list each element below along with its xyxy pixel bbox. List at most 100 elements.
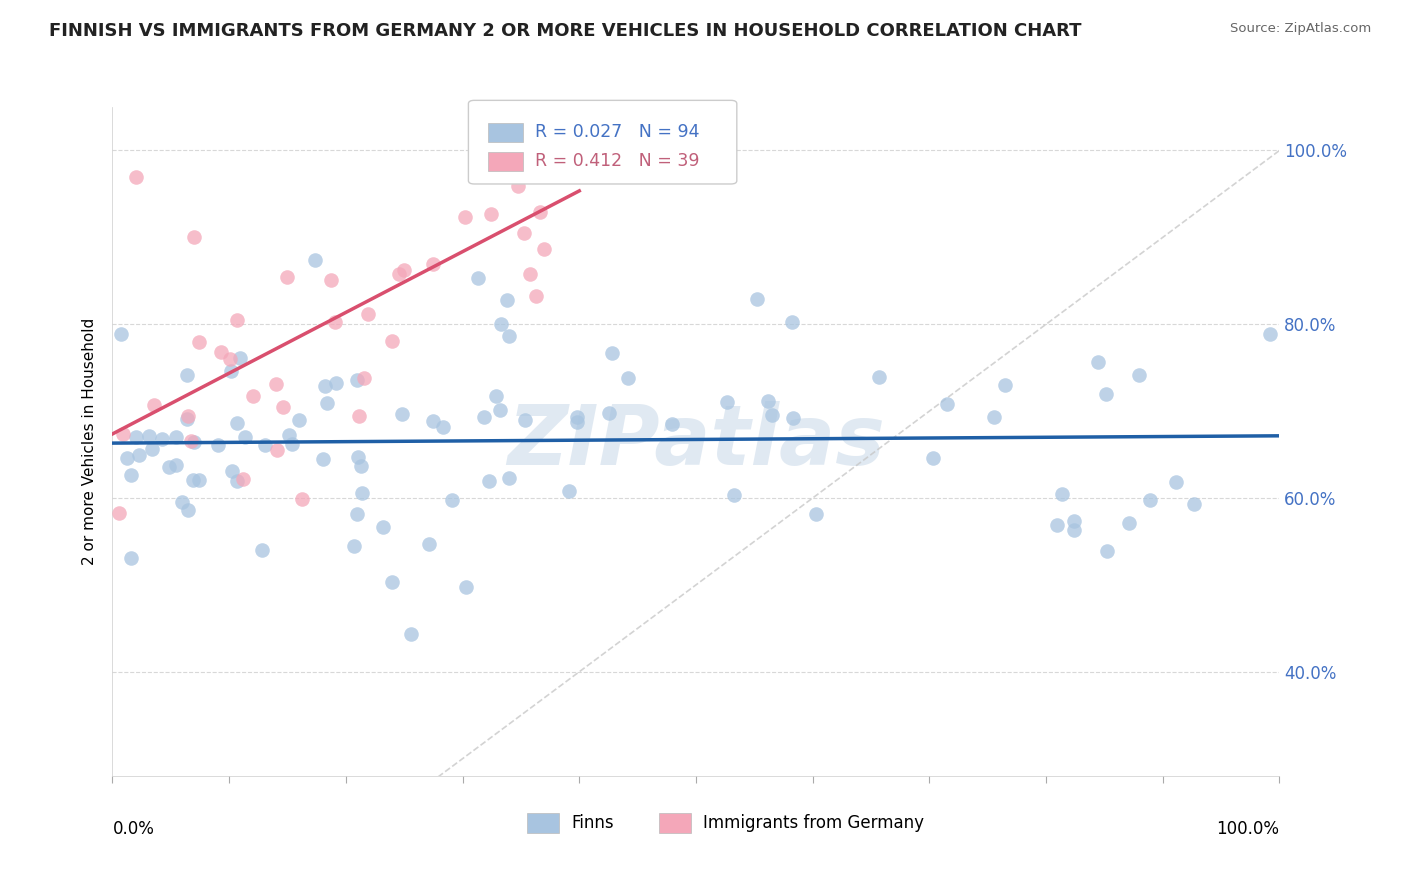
Text: FINNISH VS IMMIGRANTS FROM GERMANY 2 OR MORE VEHICLES IN HOUSEHOLD CORRELATION C: FINNISH VS IMMIGRANTS FROM GERMANY 2 OR … (49, 22, 1081, 40)
Point (176, 409, 198, 423)
Point (508, 179, 530, 194)
Point (558, 484, 581, 499)
Point (183, 435, 205, 450)
Point (422, 257, 444, 271)
Point (125, 430, 148, 444)
Point (983, 409, 1005, 424)
Point (120, 467, 142, 482)
Point (723, 488, 745, 502)
Point (489, 317, 512, 331)
Point (226, 312, 249, 326)
Point (418, 537, 440, 551)
Point (401, 627, 423, 641)
Point (1258, 327, 1281, 342)
Text: 0.0%: 0.0% (112, 820, 155, 838)
Point (343, 539, 366, 553)
Point (479, 207, 502, 221)
Point (1118, 516, 1140, 531)
Point (745, 292, 768, 306)
Point (325, 376, 347, 390)
Point (496, 132, 519, 146)
Point (242, 389, 264, 403)
Point (349, 459, 371, 474)
Point (165, 458, 187, 472)
Point (1095, 387, 1118, 401)
Point (128, 448, 150, 462)
Point (1182, 497, 1205, 511)
Point (1128, 368, 1150, 382)
FancyBboxPatch shape (658, 813, 692, 833)
Text: 100.0%: 100.0% (1216, 820, 1279, 838)
Point (176, 368, 198, 383)
Point (188, 334, 211, 349)
Point (1164, 475, 1187, 489)
Point (804, 508, 827, 522)
Point (352, 485, 374, 500)
Point (347, 450, 370, 465)
Point (314, 379, 336, 393)
Point (232, 472, 254, 486)
Point (456, 580, 478, 594)
Point (485, 389, 508, 403)
Point (291, 491, 314, 506)
Point (207, 438, 229, 452)
Point (524, 288, 547, 302)
FancyBboxPatch shape (488, 152, 523, 170)
Point (172, 495, 194, 509)
Point (498, 328, 520, 343)
Point (935, 397, 957, 411)
Point (221, 364, 243, 378)
Point (277, 427, 299, 442)
Point (138, 429, 160, 443)
Point (349, 409, 371, 424)
Point (756, 394, 779, 409)
Point (422, 414, 444, 428)
Point (165, 429, 187, 443)
Point (478, 475, 501, 489)
Point (388, 268, 411, 282)
Point (1063, 524, 1085, 538)
Point (530, 147, 553, 161)
Point (472, 410, 495, 425)
Point (276, 270, 298, 285)
Point (513, 413, 536, 427)
Point (567, 415, 589, 429)
Point (661, 417, 683, 431)
Point (304, 252, 326, 267)
Point (1139, 493, 1161, 508)
Point (159, 460, 181, 475)
Point (287, 413, 309, 427)
Point (1095, 544, 1118, 558)
Point (441, 492, 464, 507)
Point (115, 450, 138, 465)
Point (180, 434, 202, 448)
Point (176, 411, 198, 425)
Point (782, 410, 804, 425)
Point (353, 371, 375, 385)
Point (125, 169, 148, 184)
Point (110, 327, 132, 342)
Point (1050, 486, 1073, 500)
Point (868, 370, 890, 384)
Point (120, 551, 142, 566)
FancyBboxPatch shape (468, 100, 737, 184)
Text: Finns: Finns (571, 814, 614, 832)
FancyBboxPatch shape (527, 813, 560, 833)
Point (478, 117, 501, 131)
Point (177, 503, 200, 517)
Point (617, 371, 640, 385)
Point (489, 402, 512, 417)
FancyBboxPatch shape (488, 123, 523, 142)
Point (454, 211, 477, 225)
Point (181, 473, 204, 487)
Point (467, 271, 489, 285)
Point (225, 417, 247, 431)
Point (391, 407, 413, 421)
Point (319, 273, 342, 287)
Point (108, 506, 131, 520)
Point (1063, 514, 1085, 528)
Point (993, 378, 1015, 392)
Point (516, 117, 538, 131)
Point (225, 475, 247, 489)
Point (381, 334, 404, 349)
